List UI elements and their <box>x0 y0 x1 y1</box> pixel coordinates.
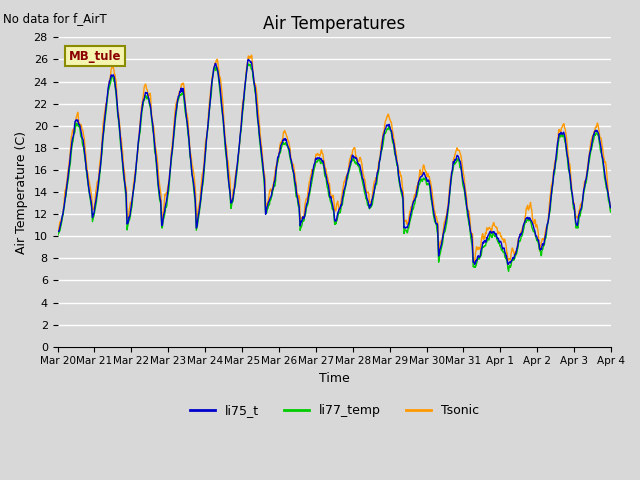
Y-axis label: Air Temperature (C): Air Temperature (C) <box>15 131 28 253</box>
Text: No data for f_AirT: No data for f_AirT <box>3 12 107 25</box>
Text: MB_tule: MB_tule <box>68 50 121 63</box>
Legend: li75_t, li77_temp, Tsonic: li75_t, li77_temp, Tsonic <box>185 399 484 422</box>
X-axis label: Time: Time <box>319 372 349 385</box>
Title: Air Temperatures: Air Temperatures <box>263 15 405 33</box>
